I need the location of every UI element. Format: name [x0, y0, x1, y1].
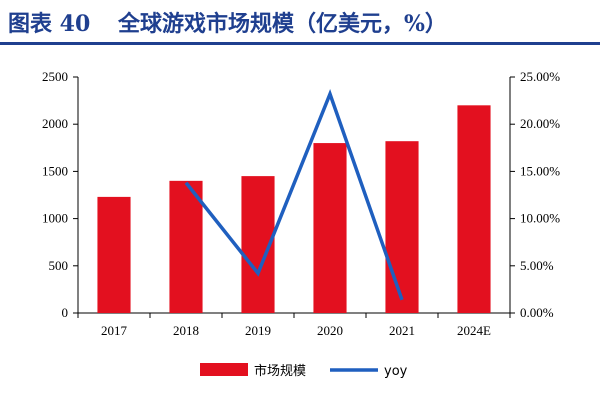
bar — [385, 141, 419, 313]
tick-labels: 0 500 1000 1500 2000 2500 0.00% 5.00% 10.00% 15.0… — [42, 69, 560, 338]
x-tick-label: 2021 — [389, 323, 415, 338]
axes — [73, 76, 515, 318]
bar — [313, 143, 347, 313]
y-right-tick-label: 10.00% — [520, 211, 560, 226]
y-left-tick-label: 0 — [62, 305, 69, 320]
bar-series — [97, 105, 491, 313]
figure-title: 全球游戏市场规模（亿美元，%） — [118, 11, 447, 37]
y-left-tick-label: 1500 — [42, 163, 68, 178]
y-left-tick-label: 2000 — [42, 116, 68, 131]
header-rule — [0, 42, 600, 45]
y-right-tick-label: 5.00% — [520, 258, 554, 273]
x-tick-label: 2018 — [173, 323, 199, 338]
line-series — [184, 89, 404, 301]
bar — [97, 196, 131, 313]
y-left-tick-label: 500 — [49, 258, 69, 273]
y-right-tick-label: 0.00% — [520, 305, 554, 320]
y-right-tick-label: 25.00% — [520, 69, 560, 84]
yoy-line — [184, 89, 404, 301]
legend-swatch-bar — [200, 363, 248, 376]
figure-header: 图表 40 全球游戏市场规模（亿美元，%） — [0, 0, 600, 46]
y-right-tick-label: 20.00% — [520, 116, 560, 131]
bar — [169, 180, 203, 313]
y-left-tick-label: 1000 — [42, 211, 68, 226]
legend: 市场规模 yoy — [200, 363, 408, 379]
x-tick-label: 2017 — [101, 323, 128, 338]
y-left-tick-label: 2500 — [42, 69, 68, 84]
legend-label-line: yoy — [384, 364, 408, 379]
figure-number: 图表 40 — [8, 11, 91, 37]
y-right-tick-label: 15.00% — [520, 163, 560, 178]
legend-label-bar: 市场规模 — [254, 363, 306, 379]
x-tick-label: 2019 — [245, 323, 271, 338]
x-tick-label: 2024E — [457, 323, 491, 338]
bar — [457, 105, 491, 313]
x-tick-label: 2020 — [317, 323, 343, 338]
